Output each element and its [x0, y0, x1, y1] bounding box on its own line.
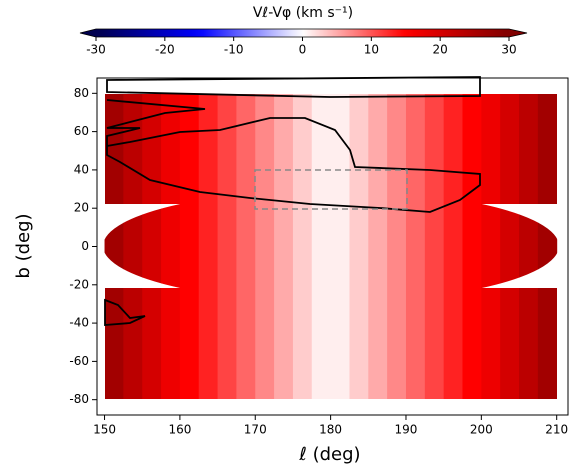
colorbar-tick-label: 30	[501, 43, 516, 57]
y-tick-label: 0	[81, 239, 89, 253]
heat-cell	[405, 94, 426, 399]
x-axis-label: ℓ (deg)	[298, 444, 360, 465]
x-tick-label: 200	[470, 423, 493, 437]
heat-cell	[519, 94, 539, 399]
heat-cell	[104, 94, 124, 399]
heat-cell	[368, 94, 388, 399]
y-tick-label: 80	[74, 86, 89, 100]
heat-cell	[217, 94, 237, 399]
colorbar-tick-label: -30	[86, 43, 106, 57]
heat-cell	[387, 94, 407, 399]
colorbar-tick-label: 20	[433, 43, 448, 57]
heat-cell	[311, 94, 332, 399]
y-tick-label: 60	[74, 124, 89, 138]
heat-cell	[161, 94, 181, 399]
contour	[104, 298, 146, 326]
heat-cell	[424, 94, 445, 399]
heat-cell	[179, 94, 200, 399]
y-tick-label: -40	[69, 316, 89, 330]
y-axis-label: b (deg)	[13, 213, 34, 278]
heat-cell	[443, 94, 463, 399]
colorbar-tick-label: 10	[364, 43, 379, 57]
colorbar-label: Vℓ-Vφ (km s⁻¹)	[253, 5, 353, 21]
y-tick-label: -60	[69, 354, 89, 368]
colorbar-tick-label: -10	[224, 43, 244, 57]
x-tick-label: 210	[545, 423, 568, 437]
heat-cell	[142, 94, 162, 399]
y-tick-label: 40	[74, 162, 89, 176]
dashed-box	[254, 169, 408, 210]
x-tick-label: 160	[168, 423, 191, 437]
contour	[106, 99, 481, 213]
heat-cell	[500, 94, 520, 399]
heat-cell	[462, 94, 482, 399]
y-tick-label: 20	[74, 201, 89, 215]
heat-cell	[198, 94, 219, 399]
y-tick-label: -20	[69, 277, 89, 291]
x-tick-label: 180	[319, 423, 342, 437]
colorbar-tick-label: -20	[155, 43, 175, 57]
x-tick-label: 150	[93, 423, 116, 437]
heat-cell	[292, 94, 313, 399]
y-tick-label: -80	[69, 392, 89, 406]
heat-cell	[481, 94, 501, 399]
heat-cell	[349, 94, 369, 399]
x-tick-label: 170	[244, 423, 267, 437]
x-tick-label: 190	[395, 423, 418, 437]
colorbar-tick-label: 0	[299, 43, 307, 57]
heat-cell	[255, 94, 275, 399]
heat-cell	[537, 94, 558, 399]
colorbar	[79, 28, 528, 38]
heat-cell	[236, 94, 256, 399]
heat-cell	[274, 94, 294, 399]
